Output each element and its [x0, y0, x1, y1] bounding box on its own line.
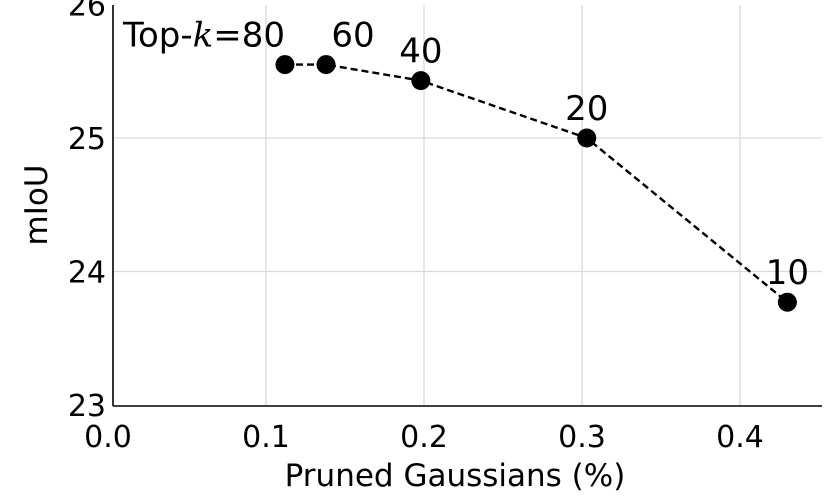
x-tick-label: 0.3 — [558, 420, 606, 455]
data-label: 10 — [766, 253, 809, 293]
y-tick-label: 26 — [68, 0, 106, 24]
y-tick-label: 23 — [68, 389, 106, 424]
data-point — [577, 128, 597, 148]
x-tick-label: 0.0 — [84, 420, 132, 455]
data-label: 40 — [399, 32, 442, 72]
y-tick-label: 25 — [68, 122, 106, 157]
data-point — [275, 55, 295, 75]
data-label: 20 — [565, 89, 608, 129]
x-tick-label: 0.1 — [242, 420, 290, 455]
data-labels: Top-k=80 60 40 20 10 — [122, 16, 809, 294]
axes — [112, 5, 822, 407]
data-point — [777, 292, 797, 312]
x-axis-title: Pruned Gaussians (%) — [285, 458, 626, 494]
tick-labels: 0.0 0.1 0.2 0.3 0.4 23 24 25 26 — [68, 0, 764, 455]
data-label: 60 — [331, 16, 374, 56]
y-tick-label: 24 — [68, 256, 106, 291]
grid — [113, 5, 822, 406]
data-label: Top-k=80 — [122, 16, 285, 56]
data-point — [411, 71, 431, 91]
x-tick-label: 0.2 — [400, 420, 448, 455]
series-line — [285, 63, 789, 304]
x-tick-label: 0.4 — [716, 420, 764, 455]
data-point — [316, 55, 336, 75]
y-axis-title: mIoU — [19, 165, 55, 246]
data-points — [275, 55, 797, 312]
